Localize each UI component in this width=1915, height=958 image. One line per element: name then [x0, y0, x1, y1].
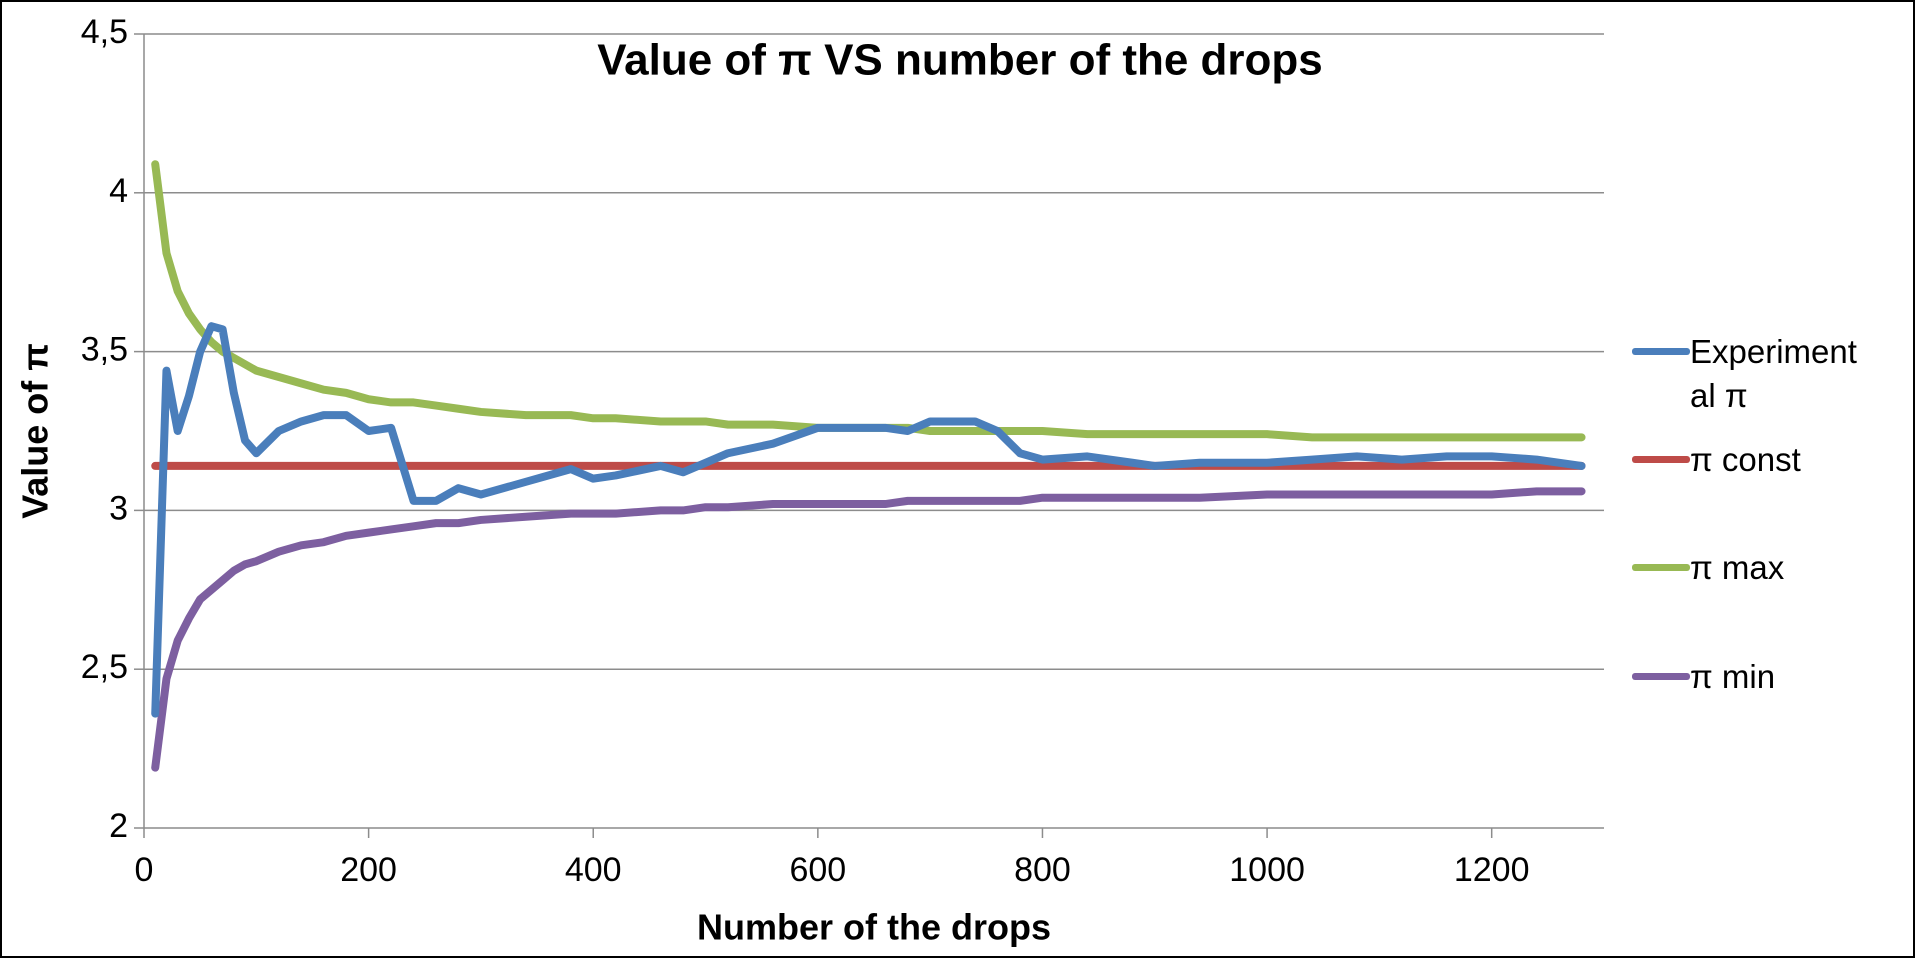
x-tick-label: 400: [565, 851, 622, 889]
legend-item: π min: [1632, 655, 1890, 699]
x-tick-label: 200: [340, 851, 397, 889]
y-tick-label: 4: [109, 172, 128, 210]
legend-swatch: [1632, 348, 1690, 355]
x-axis-label: Number of the drops: [697, 907, 1051, 948]
y-tick-label: 3,5: [81, 331, 128, 369]
series-line: [151, 487, 1586, 772]
legend-swatch: [1632, 456, 1690, 463]
chart-title: Value of π VS number of the drops: [597, 36, 1323, 85]
legend-swatch: [1632, 564, 1690, 571]
y-axis-label: Value of π: [15, 343, 56, 519]
x-tick-label: 1000: [1229, 851, 1305, 889]
y-tick-label: 2: [109, 807, 128, 845]
series-line: [151, 322, 1586, 718]
x-tick-label: 600: [789, 851, 846, 889]
legend-item: π max: [1632, 546, 1890, 590]
y-tick-label: 4,5: [81, 13, 128, 51]
legend-label: π max: [1690, 549, 1785, 586]
x-tick-label: 800: [1014, 851, 1071, 889]
legend-label: π const: [1690, 441, 1801, 478]
x-tick-label: 0: [135, 851, 154, 889]
series-line: [151, 160, 1586, 442]
legend-label: π min: [1690, 658, 1776, 695]
legend-label: Experimental π: [1690, 333, 1857, 414]
y-tick-label: 3: [109, 489, 128, 527]
legend-item: Experimental π: [1632, 330, 1860, 418]
legend-swatch: [1632, 673, 1690, 680]
legend-item: π const: [1632, 438, 1890, 482]
x-tick-label: 1200: [1454, 851, 1530, 889]
y-tick-label: 2,5: [81, 648, 128, 686]
